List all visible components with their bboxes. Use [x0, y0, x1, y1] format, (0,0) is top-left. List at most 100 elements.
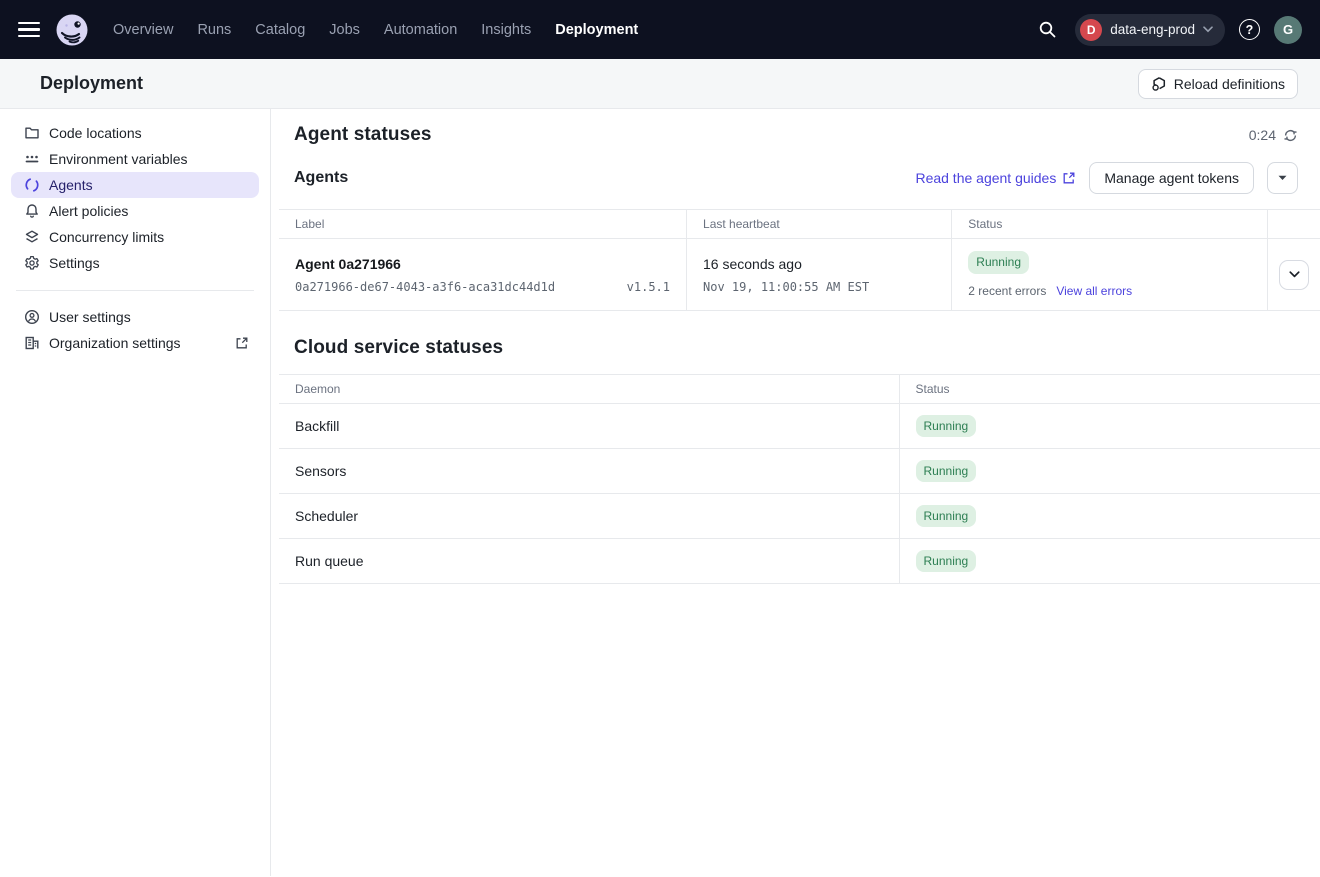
agent-id: 0a271966-de67-4043-a3f6-aca31dc44d1d [295, 280, 555, 294]
agent-status-cell: Running 2 recent errors View all errors [952, 239, 1268, 311]
manage-agent-tokens-button[interactable]: Manage agent tokens [1089, 162, 1254, 194]
page-title: Deployment [40, 73, 143, 94]
daemon-name: Backfill [279, 404, 899, 449]
nav-item-runs[interactable]: Runs [197, 22, 231, 38]
agents-toolbar-actions: Read the agent guides Manage agent token… [915, 162, 1298, 194]
bell-icon [24, 203, 40, 219]
help-glyph: ? [1246, 23, 1254, 37]
sidebar-item-environment-variables[interactable]: Environment variables [0, 146, 270, 172]
status-badge: Running [916, 460, 977, 482]
agent-name: Agent 0a271966 [295, 256, 670, 272]
cloud-service-statuses-title: Cloud service statuses [294, 337, 1298, 359]
agent-statuses-title: Agent statuses [294, 124, 432, 146]
nav-item-overview[interactable]: Overview [113, 22, 173, 38]
table-row-run-queue: Run queue Running [279, 539, 1320, 584]
column-header-label: Label [279, 210, 687, 239]
nav-item-jobs[interactable]: Jobs [329, 22, 360, 38]
column-header-status: Status [899, 375, 1320, 404]
deployment-name: data-eng-prod [1110, 22, 1195, 37]
agents-icon [24, 177, 40, 193]
sidebar-item-alert-policies[interactable]: Alert policies [0, 198, 270, 224]
refresh-countdown: 0:24 [1249, 127, 1276, 143]
column-header-daemon: Daemon [279, 375, 899, 404]
deployment-badge: D [1080, 19, 1102, 41]
sidebar-divider [16, 290, 254, 291]
help-icon[interactable]: ? [1239, 19, 1260, 40]
refresh-icon[interactable] [1283, 128, 1298, 143]
sidebar-item-code-locations[interactable]: Code locations [0, 120, 270, 146]
reload-definitions-icon [1151, 76, 1167, 92]
table-row-sensors: Sensors Running [279, 449, 1320, 494]
caret-down-icon [1278, 175, 1287, 181]
sidebar-item-label: Organization settings [49, 335, 225, 351]
search-icon[interactable] [1033, 16, 1061, 44]
content-area: Code locations Environment variables Age… [0, 109, 1320, 876]
manage-agent-tokens-label: Manage agent tokens [1104, 170, 1239, 186]
reload-definitions-label: Reload definitions [1174, 76, 1285, 92]
topbar-right-cluster: D data-eng-prod ? G [1033, 14, 1302, 46]
sidebar-item-label: Code locations [49, 125, 142, 141]
column-header-last-heartbeat: Last heartbeat [687, 210, 952, 239]
dagster-logo[interactable] [53, 11, 91, 49]
top-navigation-bar: Overview Runs Catalog Jobs Automation In… [0, 0, 1320, 59]
building-icon [24, 335, 40, 351]
sidebar-item-label: Alert policies [49, 203, 128, 219]
recent-errors-text: 2 recent errors [968, 284, 1046, 298]
agent-expander-cell [1268, 239, 1320, 311]
heartbeat-relative: 16 seconds ago [703, 256, 935, 272]
cloud-service-statuses-header: Cloud service statuses [271, 311, 1320, 374]
deployment-sidebar: Code locations Environment variables Age… [0, 109, 271, 876]
nav-item-catalog[interactable]: Catalog [255, 22, 305, 38]
folder-icon [24, 125, 40, 141]
avatar-initial: G [1283, 22, 1293, 37]
user-avatar[interactable]: G [1274, 16, 1302, 44]
nav-item-deployment[interactable]: Deployment [555, 22, 638, 38]
hamburger-menu-icon[interactable] [18, 18, 42, 42]
external-link-icon [234, 335, 250, 351]
agent-expand-button[interactable] [1279, 260, 1309, 290]
status-badge: Running [916, 415, 977, 437]
agent-guides-link[interactable]: Read the agent guides [915, 170, 1076, 186]
status-badge: Running [916, 505, 977, 527]
sidebar-item-organization-settings[interactable]: Organization settings [0, 330, 270, 356]
deployment-switcher[interactable]: D data-eng-prod [1075, 14, 1225, 46]
layers-icon [24, 229, 40, 245]
agent-label-cell: Agent 0a271966 0a271966-de67-4043-a3f6-a… [279, 239, 687, 311]
gear-icon [24, 255, 40, 271]
sidebar-item-settings[interactable]: Settings [0, 250, 270, 276]
sidebar-item-label: Agents [49, 177, 93, 193]
agents-table-header-row: Label Last heartbeat Status [279, 210, 1320, 239]
table-row-scheduler: Scheduler Running [279, 494, 1320, 539]
view-all-errors-link[interactable]: View all errors [1056, 284, 1132, 298]
page-header: Deployment Reload definitions [0, 59, 1320, 109]
sidebar-item-agents[interactable]: Agents [11, 172, 259, 198]
column-header-actions [1268, 210, 1320, 239]
agent-guides-link-label: Read the agent guides [915, 170, 1056, 186]
refresh-countdown-group: 0:24 [1249, 127, 1298, 143]
main-panel: Agent statuses 0:24 Agents Read the agen… [271, 109, 1320, 876]
sidebar-item-concurrency-limits[interactable]: Concurrency limits [0, 224, 270, 250]
reload-definitions-button[interactable]: Reload definitions [1138, 69, 1298, 99]
sidebar-item-label: Settings [49, 255, 100, 271]
agents-more-actions-button[interactable] [1267, 162, 1298, 194]
agent-row: Agent 0a271966 0a271966-de67-4043-a3f6-a… [279, 239, 1320, 311]
daemon-name: Scheduler [279, 494, 899, 539]
sidebar-item-label: Concurrency limits [49, 229, 164, 245]
agents-section-label: Agents [294, 169, 348, 187]
nav-item-insights[interactable]: Insights [481, 22, 531, 38]
nav-item-automation[interactable]: Automation [384, 22, 457, 38]
chevron-down-icon [1203, 26, 1213, 33]
table-row-backfill: Backfill Running [279, 404, 1320, 449]
dagster-octopus-icon [54, 12, 90, 48]
agent-version: v1.5.1 [627, 280, 670, 294]
env-vars-icon [24, 151, 40, 167]
agents-toolbar: Agents Read the agent guides Manage agen… [271, 146, 1320, 209]
column-header-status: Status [952, 210, 1268, 239]
sidebar-item-user-settings[interactable]: User settings [0, 304, 270, 330]
agents-table: Label Last heartbeat Status Agent 0a2719… [279, 209, 1320, 311]
agent-heartbeat-cell: 16 seconds ago Nov 19, 11:00:55 AM EST [687, 239, 952, 311]
chevron-down-icon [1289, 271, 1300, 278]
daemon-name: Sensors [279, 449, 899, 494]
heartbeat-timestamp: Nov 19, 11:00:55 AM EST [703, 280, 935, 294]
external-link-icon [1062, 171, 1076, 185]
